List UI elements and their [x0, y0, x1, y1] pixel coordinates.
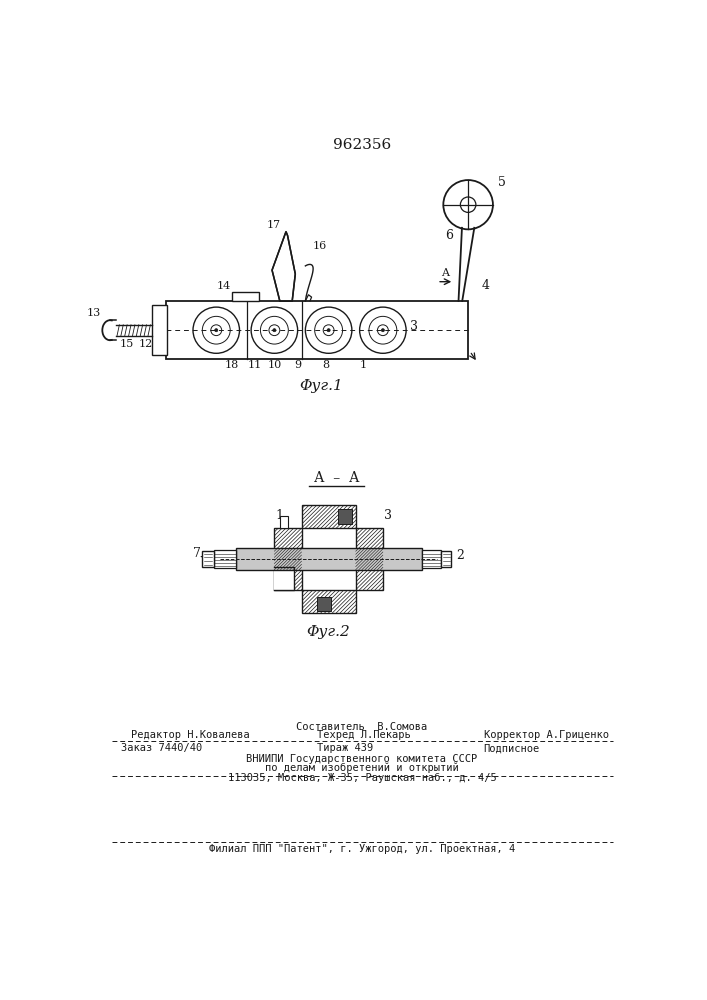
Circle shape	[273, 329, 276, 332]
Bar	[421, 550, 441, 568]
PathPatch shape	[274, 528, 301, 590]
Text: Техред Л.Пекарь: Техред Л.Пекарь	[317, 730, 411, 740]
Bar	[166, 301, 468, 359]
Text: А  –  А: А – А	[314, 471, 359, 485]
Bar	[152, 305, 168, 355]
Text: 17: 17	[267, 220, 281, 230]
Bar	[317, 597, 331, 611]
Bar	[232, 292, 259, 301]
Text: 1: 1	[360, 360, 367, 370]
Text: 14: 14	[216, 281, 230, 291]
Text: 2: 2	[457, 549, 464, 562]
Text: 1: 1	[276, 509, 284, 522]
Text: A: A	[441, 268, 449, 278]
Text: 10: 10	[267, 360, 281, 370]
Text: Φуг.1: Φуг.1	[299, 379, 343, 393]
Text: 7: 7	[193, 547, 201, 560]
Bar	[441, 551, 451, 567]
Bar	[235, 548, 421, 570]
Circle shape	[327, 329, 330, 332]
Bar	[274, 567, 293, 590]
Text: 15: 15	[119, 339, 134, 349]
Text: ВНИИПИ Государственного комитета СССР: ВНИИПИ Государственного комитета СССР	[246, 754, 477, 764]
Text: 3: 3	[385, 509, 392, 522]
Text: 9: 9	[294, 360, 301, 370]
Text: Тираж 439: Тираж 439	[317, 743, 373, 753]
Text: Φуг.2: Φуг.2	[307, 625, 351, 639]
PathPatch shape	[356, 528, 383, 590]
PathPatch shape	[301, 590, 356, 613]
Text: 12: 12	[139, 339, 153, 349]
Text: Редактор Н.Ковалева: Редактор Н.Ковалева	[131, 730, 250, 740]
Bar	[280, 516, 288, 528]
Text: 4: 4	[482, 279, 490, 292]
Text: 13: 13	[87, 308, 101, 318]
Text: 18: 18	[225, 360, 239, 370]
Text: 16: 16	[313, 241, 327, 251]
Text: 8: 8	[322, 360, 330, 370]
Bar	[214, 550, 235, 568]
Text: 5: 5	[498, 176, 506, 189]
Text: Подписное: Подписное	[484, 743, 540, 753]
Text: Корректор А.Гриценко: Корректор А.Гриценко	[484, 730, 609, 740]
PathPatch shape	[301, 505, 356, 528]
Bar	[338, 509, 352, 524]
Text: 113035, Москва, Ж-35, Раушская наб., д. 4/5: 113035, Москва, Ж-35, Раушская наб., д. …	[228, 773, 496, 783]
Circle shape	[381, 329, 385, 332]
Text: Филиал ППП "Патент", г. Ужгород, ул. Проектная, 4: Филиал ППП "Патент", г. Ужгород, ул. Про…	[209, 844, 515, 854]
Text: 3: 3	[410, 320, 418, 333]
Text: по делам изобретений и открытий: по делам изобретений и открытий	[265, 763, 459, 773]
Text: Заказ 7440/40: Заказ 7440/40	[121, 743, 202, 753]
Text: 6: 6	[445, 229, 453, 242]
Bar	[202, 551, 214, 567]
Text: Составитель  В.Сомова: Составитель В.Сомова	[296, 722, 428, 732]
Text: 11: 11	[248, 360, 262, 370]
Text: 962356: 962356	[333, 138, 391, 152]
Circle shape	[215, 329, 218, 332]
Polygon shape	[272, 232, 296, 301]
